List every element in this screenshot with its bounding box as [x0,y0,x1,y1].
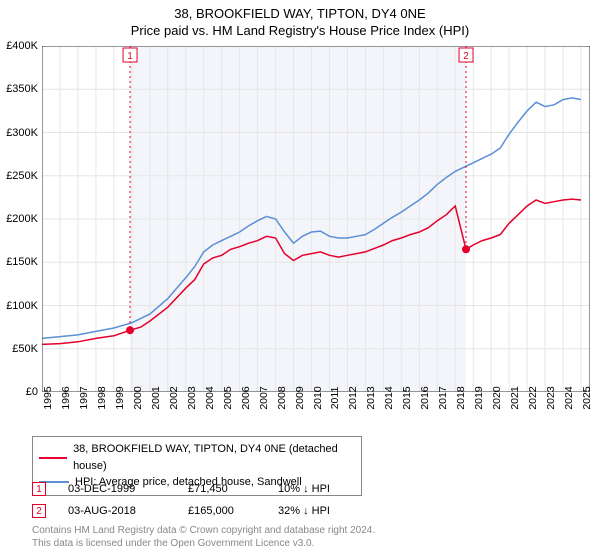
chart-svg: 12 [42,46,590,392]
x-tick-label: 2009 [294,386,306,409]
svg-text:2: 2 [463,51,469,62]
x-tick-label: 2001 [150,386,162,409]
y-tick-label: £250K [6,170,38,182]
transaction-row: 1 03-DEC-1999£71,45010% ↓ HPI [32,478,368,500]
x-tick-label: 1996 [60,386,72,409]
x-tick-label: 2000 [132,386,144,409]
transaction-date: 03-AUG-2018 [68,505,188,517]
y-tick-label: £100K [6,300,38,312]
footer-attribution: Contains HM Land Registry data © Crown c… [32,524,375,550]
transaction-date: 03-DEC-1999 [68,483,188,495]
x-tick-label: 2011 [329,387,341,410]
x-tick-label: 2014 [383,386,395,409]
x-tick-label: 2002 [168,386,180,409]
address-title: 38, BROOKFIELD WAY, TIPTON, DY4 0NE [0,6,600,21]
transaction-row: 2 03-AUG-2018£165,00032% ↓ HPI [32,500,368,522]
x-tick-label: 2022 [527,386,539,409]
legend-label: 38, BROOKFIELD WAY, TIPTON, DY4 0NE (det… [73,441,355,474]
transaction-diff: 10% ↓ HPI [278,483,368,495]
x-tick-label: 2006 [240,386,252,409]
svg-text:1: 1 [127,51,133,62]
y-tick-label: £200K [6,213,38,225]
x-tick-label: 2008 [276,386,288,409]
x-tick-label: 2005 [222,386,234,409]
x-tick-label: 2007 [258,386,270,409]
transaction-price: £165,000 [188,505,278,517]
transaction-marker: 2 [32,504,46,518]
x-tick-label: 2015 [401,386,413,409]
x-tick-label: 2012 [347,386,359,409]
x-tick-label: 1999 [114,386,126,409]
x-axis: 1995199619971998199920002001200220032004… [42,394,590,434]
x-tick-label: 2017 [437,386,449,409]
x-tick-label: 2025 [581,386,593,409]
x-tick-label: 2024 [563,386,575,409]
x-tick-label: 2020 [491,386,503,409]
legend-item: 38, BROOKFIELD WAY, TIPTON, DY4 0NE (det… [39,441,355,474]
footer-line2: This data is licensed under the Open Gov… [32,537,375,550]
x-tick-label: 1995 [42,386,54,409]
x-tick-label: 1997 [78,386,90,409]
transaction-marker: 1 [32,482,46,496]
x-tick-label: 2010 [312,386,324,409]
y-tick-label: £300K [6,127,38,139]
legend-swatch [39,457,67,459]
y-tick-label: £50K [12,343,38,355]
chart-area: 12 [42,46,590,392]
footer-line1: Contains HM Land Registry data © Crown c… [32,524,375,537]
chart-subtitle: Price paid vs. HM Land Registry's House … [0,23,600,38]
y-tick-label: £150K [6,256,38,268]
transaction-table: 1 03-DEC-1999£71,45010% ↓ HPI 2 03-AUG-2018… [32,478,368,522]
title-block: 38, BROOKFIELD WAY, TIPTON, DY4 0NE Pric… [0,0,600,38]
transaction-diff: 32% ↓ HPI [278,505,368,517]
y-tick-label: £0 [26,386,38,398]
y-tick-label: £350K [6,83,38,95]
x-tick-label: 2003 [186,386,198,409]
x-tick-label: 2013 [365,386,377,409]
y-tick-label: £400K [6,40,38,52]
transaction-price: £71,450 [188,483,278,495]
x-tick-label: 2004 [204,386,216,409]
chart-container: 38, BROOKFIELD WAY, TIPTON, DY4 0NE Pric… [0,0,600,560]
x-tick-label: 2023 [545,386,557,409]
y-axis: £0£50K£100K£150K£200K£250K£300K£350K£400… [0,46,40,392]
x-tick-label: 1998 [96,386,108,409]
x-tick-label: 2018 [455,386,467,409]
x-tick-label: 2021 [509,386,521,409]
x-tick-label: 2016 [419,386,431,409]
x-tick-label: 2019 [473,386,485,409]
